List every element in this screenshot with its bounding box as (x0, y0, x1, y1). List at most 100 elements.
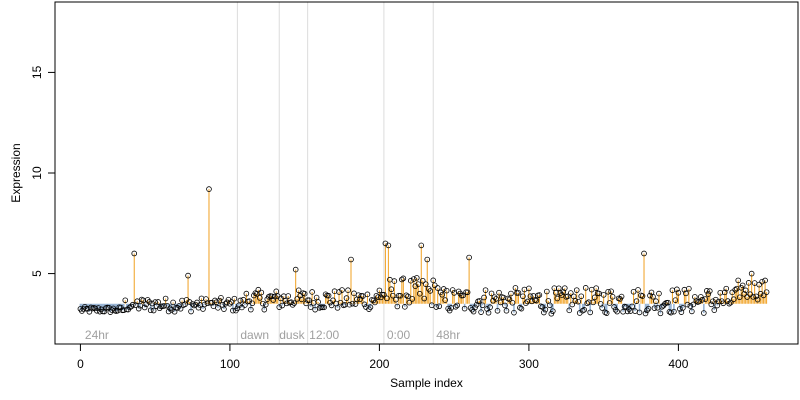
data-point (496, 289, 502, 296)
data-point (511, 309, 517, 316)
data-point (348, 256, 354, 263)
data-point (424, 256, 431, 263)
data-point (518, 305, 525, 312)
data-point (406, 299, 413, 306)
data-point (735, 277, 742, 284)
data-point (343, 295, 350, 301)
data-points (77, 186, 770, 317)
data-point (503, 307, 510, 314)
data-point (304, 297, 311, 303)
data-point (268, 293, 275, 300)
data-point (345, 287, 351, 294)
data-point (567, 290, 574, 296)
data-point (237, 297, 244, 304)
x-axis-label: Sample index (390, 376, 463, 390)
data-point (493, 296, 499, 302)
data-point (248, 306, 254, 313)
data-point (508, 290, 514, 297)
data-point (161, 303, 167, 309)
data-point (188, 308, 194, 315)
annotation-label: dawn (240, 328, 269, 342)
data-point (600, 292, 607, 298)
data-point (754, 296, 761, 303)
data-point (705, 291, 712, 297)
time-annotations: 24hr dawn dusk 12:00 0:00 48hr (85, 328, 460, 342)
data-point (671, 308, 677, 315)
data-point (415, 281, 422, 287)
annotation-label: dusk (279, 328, 305, 342)
data-point (509, 299, 516, 306)
data-point (484, 306, 490, 312)
data-point (745, 280, 752, 286)
data-point (647, 292, 653, 299)
data-point (542, 306, 549, 313)
vertical-reference-lines (236, 2, 434, 344)
data-point (753, 293, 759, 300)
data-point (460, 292, 466, 299)
data-point (608, 288, 614, 295)
data-point (402, 304, 408, 310)
data-point (185, 272, 191, 279)
data-point (328, 302, 335, 309)
x-tick-label: 400 (668, 357, 688, 371)
data-point (427, 288, 434, 294)
data-point (393, 296, 399, 303)
data-point (306, 297, 312, 303)
data-point (325, 292, 332, 299)
data-point (668, 309, 674, 316)
data-point (612, 307, 619, 313)
data-point (502, 302, 508, 309)
data-point (227, 300, 233, 307)
data-point (629, 303, 635, 310)
data-point (684, 301, 691, 308)
data-point (618, 293, 625, 300)
data-point (578, 293, 585, 300)
data-point (687, 303, 694, 309)
plot-frame (54, 1, 799, 345)
data-point (726, 300, 733, 307)
data-point (512, 285, 519, 291)
data-point (698, 294, 704, 300)
data-point (487, 304, 493, 311)
stem-lines (79, 189, 768, 314)
data-point (129, 301, 136, 308)
data-point (641, 250, 647, 257)
data-point (482, 287, 489, 293)
data-point (262, 301, 269, 308)
data-point (170, 299, 176, 306)
data-point (561, 285, 568, 291)
data-point (732, 287, 739, 293)
data-point (517, 304, 523, 311)
data-point (255, 286, 262, 293)
data-point (260, 300, 266, 307)
data-point (375, 294, 381, 300)
annotation-label: 0:00 (387, 328, 411, 342)
data-point (141, 304, 148, 311)
data-point (461, 305, 468, 312)
data-point (656, 290, 662, 297)
data-point (430, 277, 437, 284)
data-point (479, 302, 486, 309)
data-point (249, 300, 256, 307)
data-point (418, 242, 425, 249)
data-point (155, 299, 161, 305)
data-point (385, 242, 392, 249)
data-point (228, 299, 235, 305)
data-point (593, 285, 599, 291)
data-point (582, 285, 589, 291)
data-point (271, 293, 278, 300)
data-point (491, 294, 498, 300)
data-point (440, 286, 447, 292)
data-point (573, 287, 580, 293)
data-point (215, 305, 221, 311)
data-point (416, 290, 423, 297)
data-point (321, 304, 327, 311)
data-point (572, 298, 579, 304)
data-point (712, 296, 719, 303)
y-tick-label: 10 (30, 166, 44, 180)
data-point (149, 300, 155, 307)
data-point (564, 293, 571, 300)
data-point (270, 297, 277, 303)
data-point (490, 297, 496, 304)
data-point (748, 270, 755, 277)
